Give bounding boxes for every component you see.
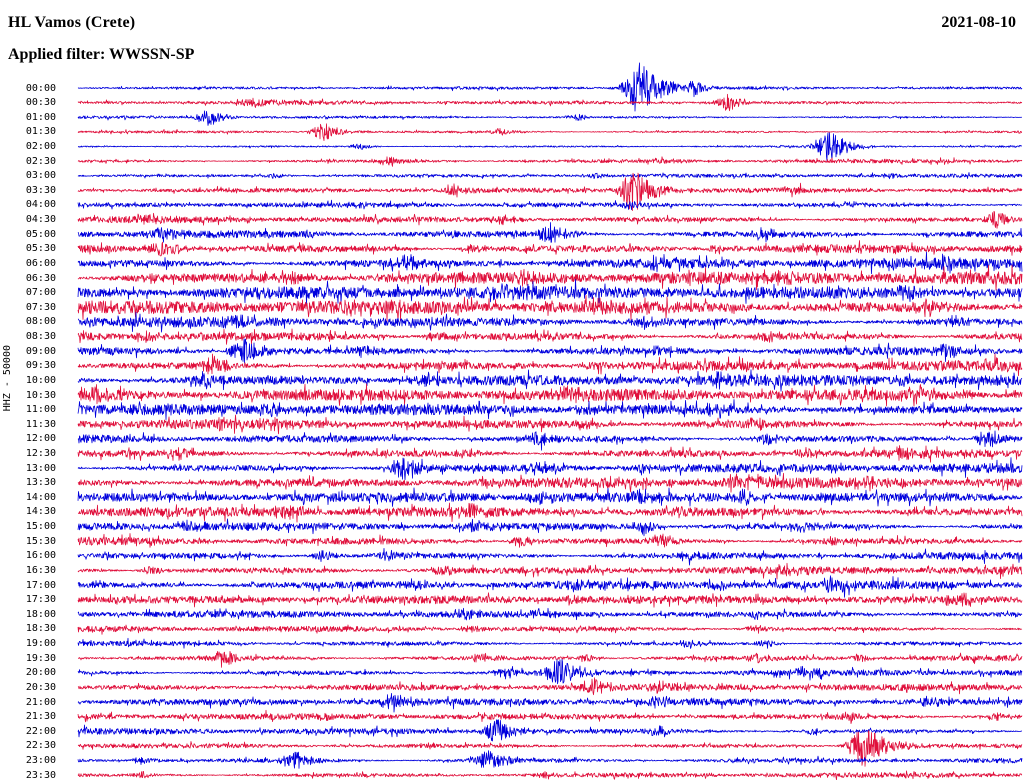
time-label: 20:00 xyxy=(25,667,56,679)
time-label: 04:30 xyxy=(25,214,56,226)
time-label: 14:00 xyxy=(25,491,56,503)
time-label: 01:00 xyxy=(25,111,56,123)
record-date: 2021-08-10 xyxy=(941,14,1016,31)
time-label: 13:00 xyxy=(25,462,56,474)
time-label: 23:00 xyxy=(25,755,56,767)
time-label: 07:30 xyxy=(25,301,56,313)
time-label: 05:00 xyxy=(25,228,56,240)
time-label: 02:00 xyxy=(25,140,56,152)
time-label: 01:30 xyxy=(25,126,56,138)
time-label: 23:30 xyxy=(25,769,56,780)
time-label: 15:00 xyxy=(25,521,56,533)
time-label: 10:30 xyxy=(25,389,56,401)
time-label: 04:00 xyxy=(25,199,56,211)
time-label: 19:00 xyxy=(25,638,56,650)
time-label: 00:00 xyxy=(25,82,56,94)
time-label: 10:00 xyxy=(25,374,56,386)
time-label: 22:00 xyxy=(25,725,56,737)
time-label: 08:00 xyxy=(25,316,56,328)
time-label: 07:00 xyxy=(25,287,56,299)
time-label: 11:30 xyxy=(25,418,56,430)
time-label: 03:00 xyxy=(25,170,56,182)
time-label: 08:30 xyxy=(25,331,56,343)
time-axis: 00:00 00:30 01:00 01:30 02:00 02:30 03:00 03:30… xyxy=(0,0,60,780)
time-label: 17:30 xyxy=(25,594,56,606)
time-label: 18:00 xyxy=(25,608,56,620)
time-label: 02:30 xyxy=(25,155,56,167)
time-label: 13:30 xyxy=(25,477,56,489)
time-label: 05:30 xyxy=(25,243,56,255)
time-label: 14:30 xyxy=(25,506,56,518)
time-label: 06:30 xyxy=(25,272,56,284)
time-label: 12:30 xyxy=(25,448,56,459)
station-title: HL Vamos (Crete) xyxy=(8,14,136,31)
time-label: 11:00 xyxy=(25,404,56,416)
time-label: 12:00 xyxy=(25,433,56,445)
time-label: 03:30 xyxy=(25,184,56,196)
time-label: 21:00 xyxy=(25,696,56,708)
time-label: 20:30 xyxy=(25,681,56,693)
time-label: 09:00 xyxy=(25,345,56,357)
time-label: 16:30 xyxy=(25,564,56,576)
time-label: 22:30 xyxy=(25,740,56,752)
time-label: 15:30 xyxy=(25,535,56,547)
time-label: 18:30 xyxy=(25,623,56,635)
time-label: 09:30 xyxy=(25,360,56,372)
time-label: 19:30 xyxy=(25,652,56,664)
time-label: 06:00 xyxy=(25,257,56,269)
time-label: 17:00 xyxy=(25,579,56,591)
filter-label: Applied filter: WWSSN-SP xyxy=(8,46,195,63)
time-label: 16:00 xyxy=(25,550,56,562)
time-label: 00:30 xyxy=(25,97,56,109)
time-label: 21:30 xyxy=(25,711,56,723)
